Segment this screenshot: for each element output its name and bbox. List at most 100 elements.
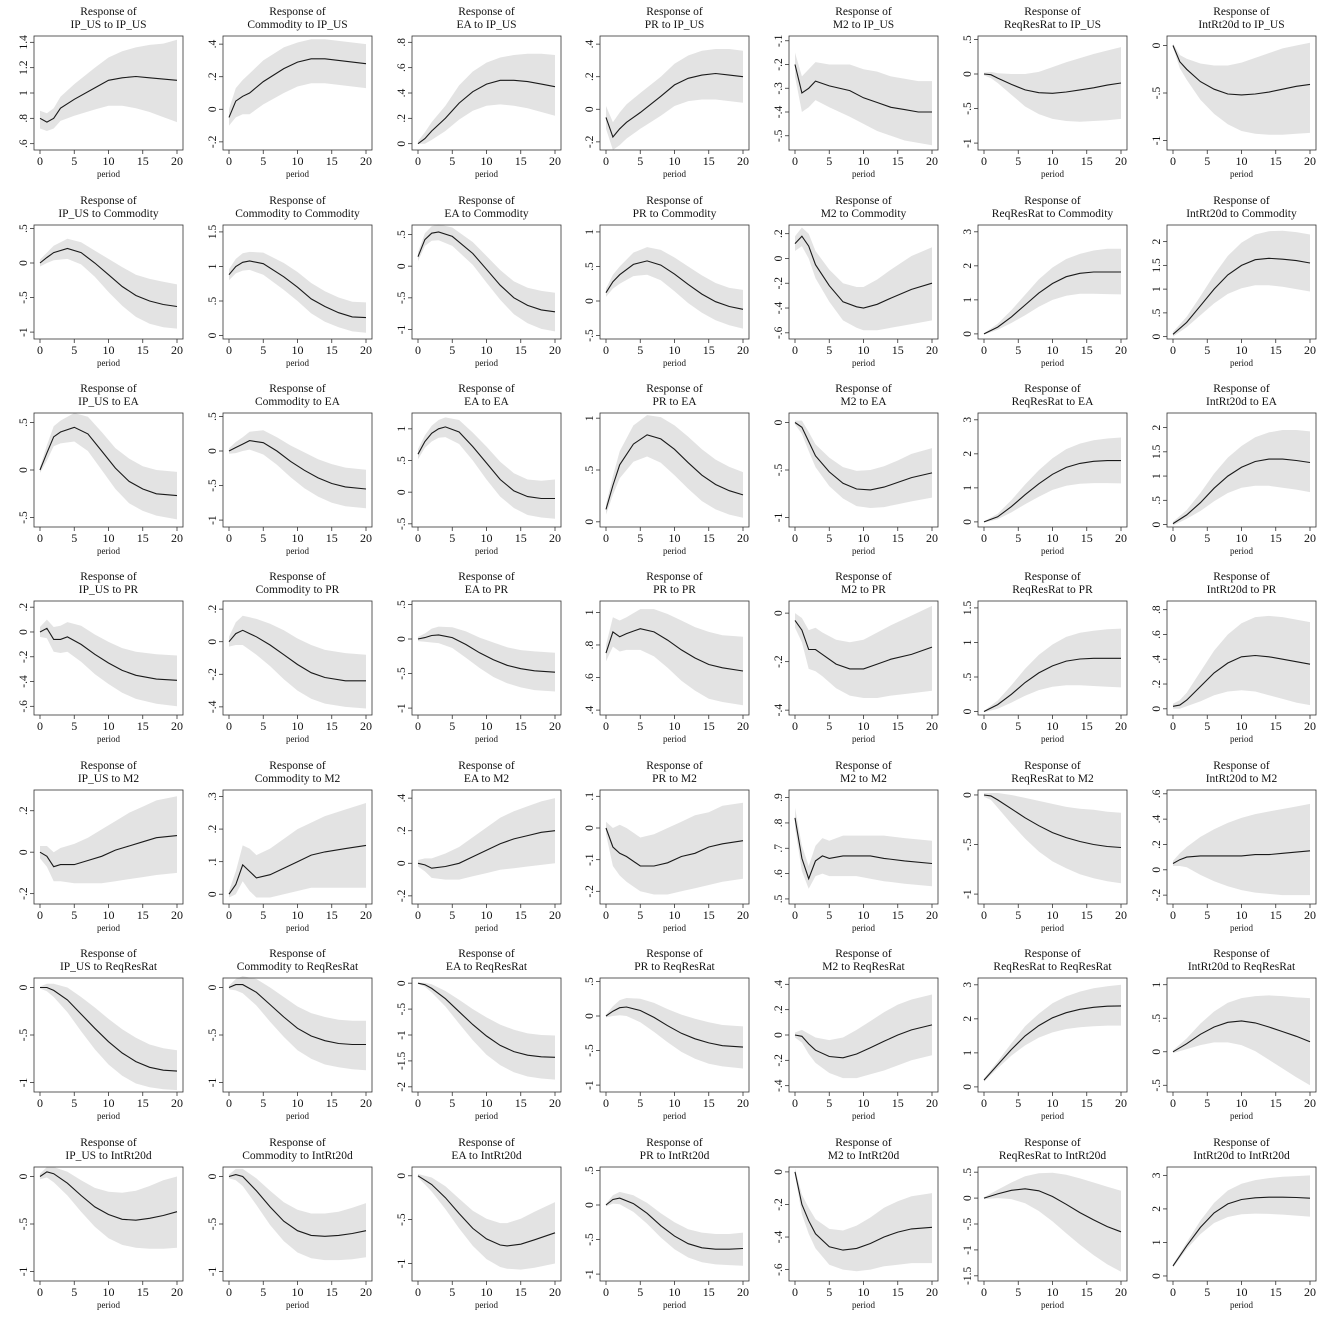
- y-tick-label: 2: [962, 451, 974, 457]
- y-tick-label: 3: [1151, 1172, 1163, 1178]
- y-tick-label: -.4: [773, 1231, 785, 1244]
- x-tick-label: 5: [449, 1285, 455, 1299]
- panel-title-line2: IP_US to PR: [79, 584, 139, 596]
- x-tick-label: 0: [603, 1096, 609, 1110]
- y-tick-label: -.5: [962, 102, 974, 115]
- x-axis-label: period: [286, 169, 309, 179]
- x-tick-label: 5: [826, 908, 832, 922]
- y-tick-label: -1: [1151, 135, 1163, 145]
- panel-title-line2: Commodity to EA: [255, 396, 341, 408]
- x-axis-label: period: [1041, 358, 1064, 368]
- panel-title-line2: ReqResRat to Commodity: [992, 208, 1114, 220]
- x-tick-label: 20: [171, 154, 183, 168]
- x-tick-label: 10: [292, 154, 304, 168]
- y-tick-label: -1: [773, 512, 785, 522]
- x-tick-label: 15: [1081, 1285, 1093, 1299]
- x-tick-label: 15: [703, 1285, 715, 1299]
- x-axis-label: period: [852, 169, 875, 179]
- irf-line: [983, 73, 1122, 94]
- x-axis-label: period: [663, 358, 686, 368]
- y-tick-label: .5: [18, 224, 30, 233]
- irf-line: [605, 72, 744, 139]
- confidence-band: [229, 615, 366, 709]
- confidence-band: [606, 415, 743, 518]
- y-tick-label: 1: [962, 1050, 974, 1056]
- x-tick-label: 5: [637, 531, 643, 545]
- y-tick-label: -.5: [584, 1044, 596, 1057]
- y-tick-label: -.2: [773, 1198, 785, 1211]
- panel-title-line1: Response of: [80, 571, 137, 583]
- x-axis-label: period: [663, 546, 686, 556]
- y-tick-label: 0: [1151, 706, 1163, 712]
- y-tick-label: .2: [1151, 840, 1163, 849]
- x-axis-label: period: [663, 1300, 686, 1310]
- x-tick-label: 10: [103, 1285, 115, 1299]
- x-tick-label: 0: [415, 343, 421, 357]
- y-tick-label: 0: [396, 263, 408, 269]
- x-tick-label: 10: [669, 343, 681, 357]
- y-tick-label: 0: [1151, 867, 1163, 873]
- x-axis-label: period: [286, 923, 309, 933]
- confidence-band: [40, 39, 177, 131]
- y-tick-label: 1: [962, 485, 974, 491]
- x-tick-label: 10: [292, 908, 304, 922]
- x-tick-label: 0: [1170, 908, 1176, 922]
- x-axis-label: period: [1230, 923, 1253, 933]
- x-tick-label: 0: [226, 531, 232, 545]
- x-axis-label: period: [1041, 1300, 1064, 1310]
- x-axis-label: period: [286, 546, 309, 556]
- x-tick-label: 20: [360, 154, 372, 168]
- panel-title-line1: Response of: [1213, 948, 1270, 960]
- x-tick-label: 20: [1115, 1096, 1127, 1110]
- panel-title-line1: Response of: [1213, 6, 1270, 18]
- x-tick-label: 10: [669, 1285, 681, 1299]
- x-tick-label: 20: [1304, 908, 1316, 922]
- y-tick-label: 0: [584, 298, 596, 304]
- x-tick-label: 15: [326, 531, 338, 545]
- x-axis-label: period: [286, 1300, 309, 1310]
- y-tick-label: -.5: [396, 517, 408, 530]
- x-tick-label: 15: [326, 719, 338, 733]
- panel-title-line1: Response of: [80, 1137, 137, 1149]
- panel-title-line2: PR to IntRt20d: [640, 1150, 710, 1162]
- x-tick-label: 15: [892, 154, 904, 168]
- y-tick-label: -.1: [773, 34, 785, 47]
- confidence-band: [795, 227, 932, 331]
- x-tick-label: 20: [549, 908, 561, 922]
- y-tick-label: .7: [773, 844, 785, 853]
- x-tick-label: 5: [1204, 908, 1210, 922]
- panel-title-line2: M2 to EA: [841, 396, 888, 408]
- x-tick-label: 10: [481, 719, 493, 733]
- y-tick-label: .4: [396, 88, 408, 97]
- y-tick-label: .4: [1151, 815, 1163, 824]
- y-tick-label: -.4: [207, 700, 219, 713]
- irf-line: [1172, 1196, 1311, 1267]
- y-tick-label: .2: [18, 603, 30, 612]
- y-tick-label: .2: [207, 825, 219, 834]
- panel-title-line1: Response of: [80, 195, 137, 207]
- irf-line: [1172, 1020, 1311, 1053]
- irf-line: [983, 1005, 1122, 1081]
- y-tick-label: -.5: [18, 291, 30, 304]
- y-tick-label: 0: [773, 610, 785, 616]
- y-tick-label: 0: [962, 1195, 974, 1201]
- panel-title-line1: Response of: [646, 1137, 703, 1149]
- panel-title-line1: Response of: [1024, 383, 1081, 395]
- x-tick-label: 10: [1236, 719, 1248, 733]
- x-tick-label: 10: [858, 343, 870, 357]
- panel-title-line2: PR to Commodity: [633, 208, 717, 220]
- y-tick-label: -.5: [1151, 1079, 1163, 1092]
- y-tick-label: -.6: [773, 326, 785, 339]
- y-tick-label: 0: [1151, 333, 1163, 339]
- y-tick-label: -.4: [773, 302, 785, 315]
- x-tick-label: 20: [1304, 719, 1316, 733]
- panel-title-line2: EA to EA: [464, 396, 509, 408]
- y-tick-label: 1: [207, 263, 219, 269]
- x-tick-label: 5: [260, 343, 266, 357]
- x-tick-label: 10: [1047, 1096, 1059, 1110]
- x-tick-label: 15: [892, 908, 904, 922]
- x-tick-label: 5: [449, 908, 455, 922]
- x-tick-label: 20: [549, 1285, 561, 1299]
